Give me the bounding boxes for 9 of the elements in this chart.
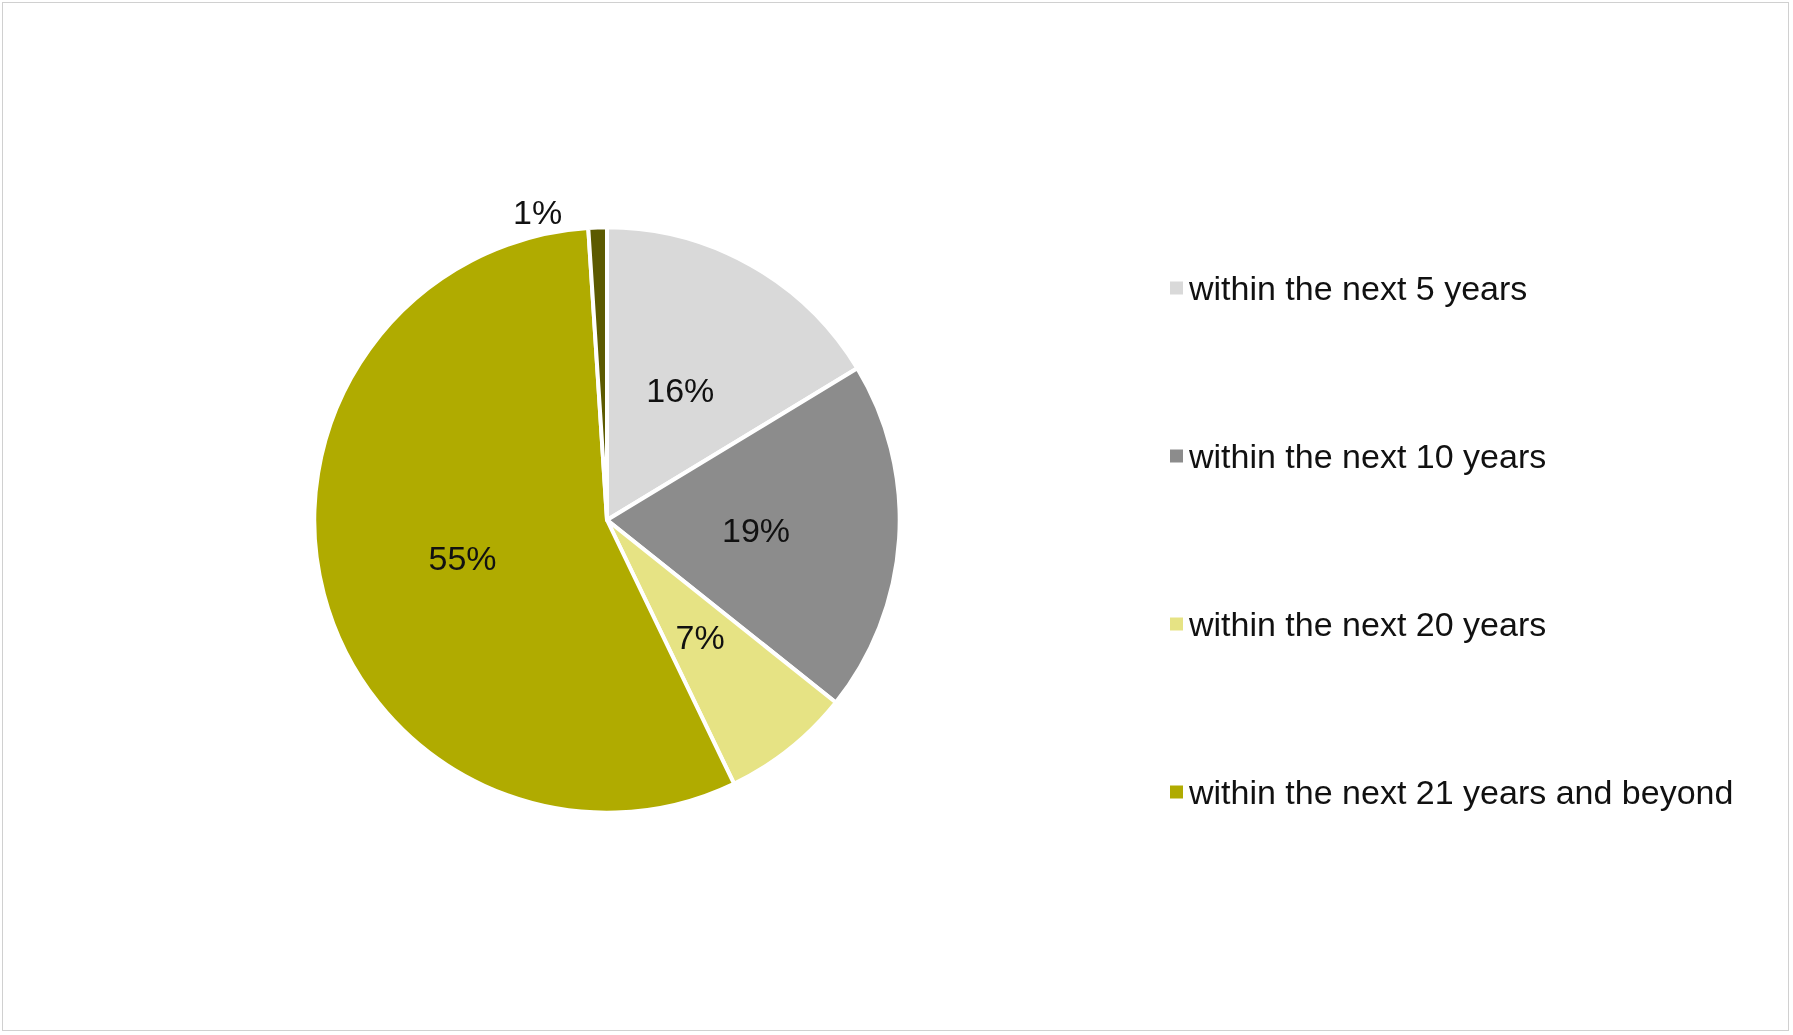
legend-label: within the next 20 years [1188,605,1547,643]
data-label: 16% [646,370,715,409]
legend-label: within the next 10 years [1188,437,1547,475]
legend-label: within the next 5 years [1188,269,1528,307]
data-label: 1% [513,193,563,232]
data-label: 19% [722,510,791,549]
data-label: 7% [675,617,725,656]
legend-label: within the next 21 years and beyond [1188,773,1734,811]
data-label: 55% [428,538,497,577]
